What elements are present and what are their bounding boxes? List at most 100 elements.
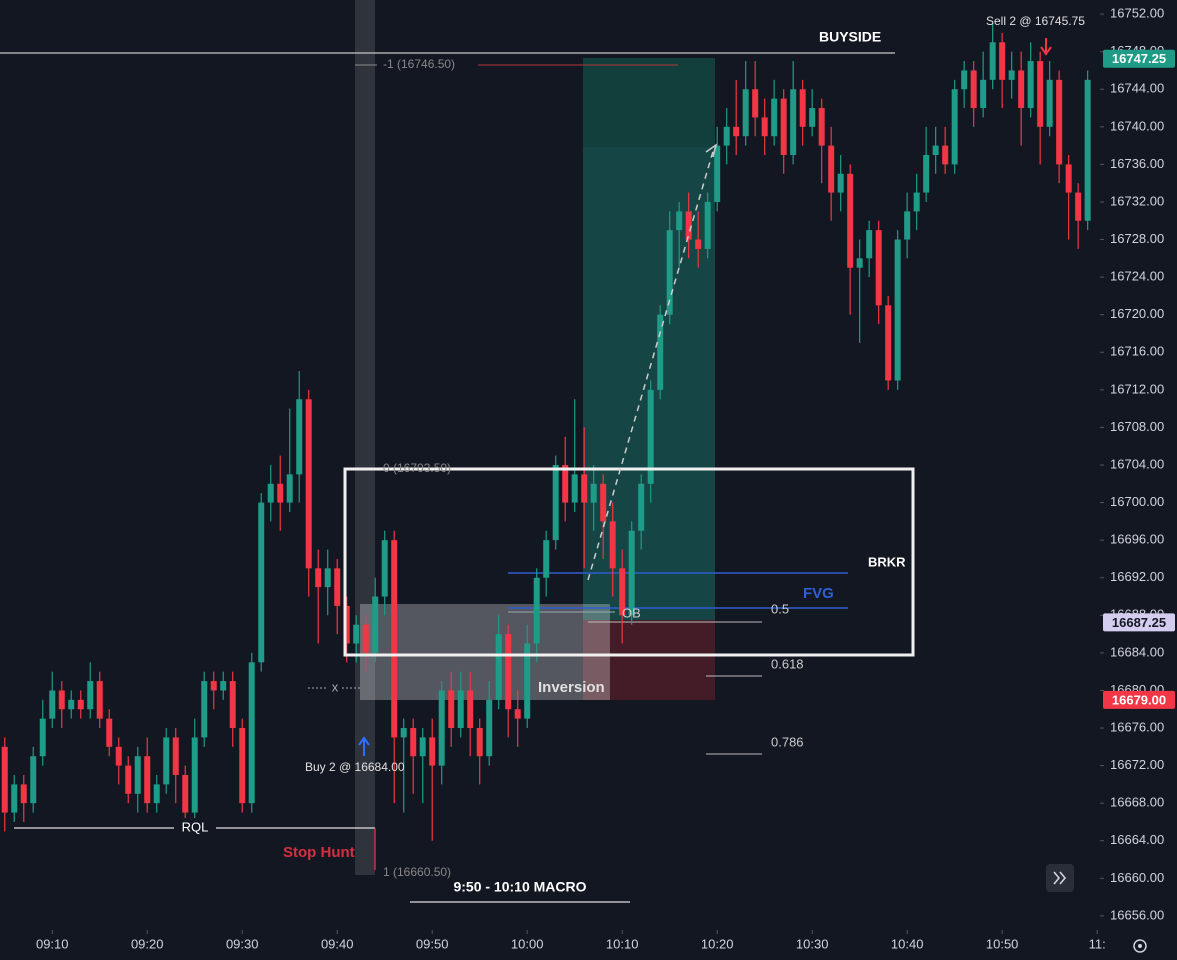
candle-body [495,634,502,700]
candle-body [400,728,407,738]
price-badge-label: 16687.25 [1112,615,1166,630]
drawings-front: BUYSIDE Sell 2 @ 16745.75 -1 (16746.50) … [174,14,1085,895]
y-tick-label: 16676.00 [1110,719,1164,734]
trade-arrow [587,147,715,581]
candle-body [144,756,151,804]
x-tick-label: 10:00 [511,936,544,951]
candle-body [1027,61,1034,109]
candle-body [125,765,132,794]
candle-body [486,699,493,757]
candle-body [704,201,711,249]
axes: 16752.0016748.0016744.0016740.0016736.00… [36,0,1177,960]
candle-body [733,126,740,137]
candle-body [885,305,892,381]
price-badge [1103,49,1175,68]
brkr-box [343,467,915,657]
candle-body [875,230,882,306]
candle-body [999,42,1006,80]
candle-body [334,568,341,606]
candle-body [666,230,673,315]
candle-body [628,530,635,616]
candle-body [77,699,84,710]
y-tick-label: 16716.00 [1110,344,1164,359]
candle-body [1008,70,1015,80]
candle-body [1084,79,1091,221]
candle-body [657,314,664,390]
label: FVG [803,585,834,602]
candle-body [970,70,977,109]
candle-body [609,521,616,569]
candle-body [296,399,303,475]
candle-body [951,89,958,165]
candle-body [790,89,797,155]
candle-body [448,690,455,729]
inversion-box [360,604,610,700]
candle-body [324,568,331,588]
candle-body [305,399,312,569]
y-tick-label: 16656.00 [1110,907,1164,922]
candle-body [866,230,873,259]
candle-body [828,145,835,193]
y-tick-label: 16712.00 [1110,381,1164,396]
candle-body [552,465,559,541]
candle-body [780,98,787,155]
candle-body [847,173,854,268]
label: 9:50 - 10:10 MACRO [453,879,586,895]
candle-body [210,681,217,691]
candle-body [923,155,930,193]
x-tick-label: 10:30 [796,936,829,951]
x-tick-label: 10:10 [606,936,639,951]
candle-body [799,89,806,127]
y-tick-label: 16752.00 [1110,6,1164,21]
y-tick-label: 16744.00 [1110,81,1164,96]
y-tick-label: 16724.00 [1110,269,1164,284]
price-badge [1103,613,1175,632]
candle-body [429,737,436,766]
candle-body [68,699,75,710]
candles [1,23,1091,841]
x-tick-label: 10:20 [701,936,734,951]
candle-body [571,474,578,503]
candle-body [391,540,398,738]
x-tick-label: 09:20 [131,936,164,951]
candle-body [590,483,597,503]
arrow-head [705,143,718,158]
candle-body [514,709,521,719]
y-tick-label: 16692.00 [1110,569,1164,584]
candle-body [837,173,844,193]
candle-body [220,681,227,691]
x-tick-label: 09:40 [321,936,354,951]
candle-body [676,211,683,231]
candle-body [818,108,825,146]
candle-body [438,690,445,766]
candle-body [457,690,464,729]
label: 1 (16660.50) [383,865,451,879]
label: x [332,679,339,694]
candle-body [961,70,968,90]
settings-button[interactable] [1133,939,1147,953]
candle-body [20,784,27,804]
y-tick-label: 16740.00 [1110,118,1164,133]
candle-body [904,211,911,240]
candle-body [600,483,607,522]
y-tick-label: 16684.00 [1110,644,1164,659]
y-tick-label: 16720.00 [1110,306,1164,321]
candle-body [533,577,540,644]
candle-body [742,89,749,137]
candle-body [419,737,426,757]
y-tick-label: 16704.00 [1110,456,1164,471]
candle-body [752,89,759,118]
candle-body [410,728,417,757]
y-tick-label: 16708.00 [1110,419,1164,434]
candle-body [1046,79,1053,127]
sell-arrow [1040,38,1052,56]
candle-body [277,483,284,503]
y-tick-label: 16700.00 [1110,494,1164,509]
x-tick-label: 11: [1089,936,1106,951]
candle-body [638,483,645,531]
candle-body [685,211,692,240]
candle-body [476,728,483,757]
candle-body [771,98,778,137]
candle-body [239,728,246,804]
